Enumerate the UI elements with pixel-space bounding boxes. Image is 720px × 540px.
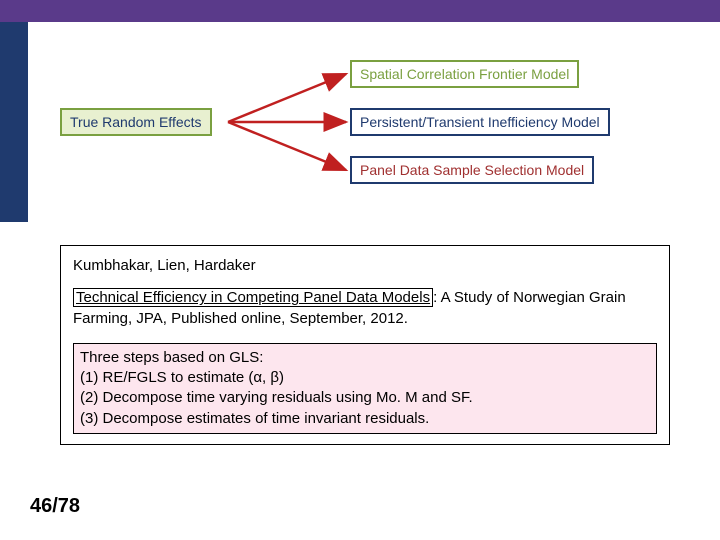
step-1: (1) RE/FGLS to estimate (α, β) — [80, 368, 650, 388]
left-accent-bar — [0, 22, 28, 222]
child-node-spatial: Spatial Correlation Frontier Model — [350, 60, 579, 88]
citation-line: Technical Efficiency in Competing Panel … — [73, 288, 657, 329]
root-node: True Random Effects — [60, 108, 212, 136]
child-node-persistent: Persistent/Transient Inefficiency Model — [350, 108, 610, 136]
steps-heading: Three steps based on GLS: — [80, 348, 650, 368]
page-number: 46/78 — [30, 495, 80, 518]
info-box: Kumbhakar, Lien, Hardaker Technical Effi… — [60, 245, 670, 445]
steps-box: Three steps based on GLS: (1) RE/FGLS to… — [73, 343, 657, 434]
top-accent-bar — [0, 0, 720, 22]
step-3: (3) Decompose estimates of time invarian… — [80, 409, 650, 429]
citation-title: Technical Efficiency in Competing Panel … — [73, 288, 433, 307]
step-2: (2) Decompose time varying residuals usi… — [80, 388, 650, 408]
model-diagram: True Random Effects Spatial Correlation … — [60, 60, 670, 210]
authors-line: Kumbhakar, Lien, Hardaker — [73, 256, 657, 276]
child-node-panel: Panel Data Sample Selection Model — [350, 156, 594, 184]
